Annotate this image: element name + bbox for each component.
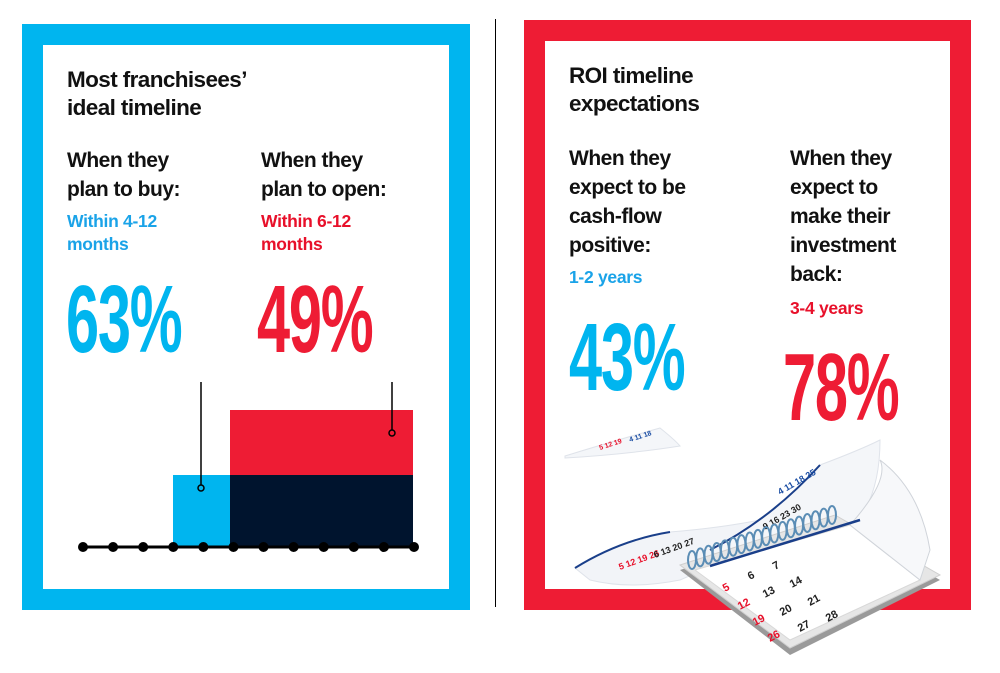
calendar-date-20: 20 xyxy=(778,602,794,618)
timeline-tick-dot xyxy=(138,542,149,552)
investment-question-line-4: investment xyxy=(790,234,896,257)
calendar-date-19: 19 xyxy=(751,612,767,628)
buy-question-line-2: plan to buy: xyxy=(67,178,181,201)
open-answer-line-1: Within 6-12 xyxy=(261,211,351,231)
open-question-line-2: plan to open: xyxy=(261,178,387,201)
open-window-bar xyxy=(230,410,413,475)
calendar-date-7: 7 xyxy=(771,559,782,572)
calendar-date-13: 13 xyxy=(761,584,777,600)
timeline-tick-dot xyxy=(318,542,329,552)
investment-question-line-2: expect to xyxy=(790,176,878,199)
timeline-ticks xyxy=(78,542,419,552)
open-question-line-1: When they xyxy=(261,149,363,172)
timeline-tick-dot xyxy=(348,542,359,552)
investment-question-line-3: make their xyxy=(790,205,891,228)
calendar-date-5: 5 xyxy=(721,581,732,594)
timeline-tick-dot xyxy=(288,542,299,552)
investment-percent: 78% xyxy=(783,334,900,441)
desk-calendar: 5 12 19 26 6 7 13 14 20 21 27 28 xyxy=(678,459,942,655)
calendar-icon: 5 12 19 4 11 18 5 12 19 26 6 13 20 27 4 … xyxy=(564,427,942,655)
panel-divider xyxy=(495,19,496,607)
open-answer-line-2: months xyxy=(261,234,323,254)
calendar-date-28: 28 xyxy=(824,608,840,624)
open-question: When they plan to open: xyxy=(261,146,387,204)
calendar-date-26: 26 xyxy=(766,628,782,644)
right-title-line-1: ROI timeline xyxy=(569,63,694,88)
calendar-spiral xyxy=(687,505,837,570)
left-title: Most franchisees’ ideal timeline xyxy=(67,66,247,122)
overlap-bar xyxy=(230,475,413,547)
investment-question-line-1: When they xyxy=(790,147,892,170)
open-percent: 49% xyxy=(257,266,374,373)
buy-leader-dot xyxy=(197,484,205,492)
cashflow-question-line-4: positive: xyxy=(569,234,651,257)
timeline-tick-dot xyxy=(378,542,389,552)
timeline-tick-dot xyxy=(108,542,119,552)
timeline-tick-dot xyxy=(228,542,239,552)
right-title: ROI timeline expectations xyxy=(569,62,700,118)
calendar-date-27: 27 xyxy=(796,618,812,634)
left-title-line-1: Most franchisees’ xyxy=(67,67,247,92)
timeline-tick-dot xyxy=(168,542,179,552)
buy-question: When they plan to buy: xyxy=(67,146,181,204)
cashflow-question-line-2: expect to be xyxy=(569,176,686,199)
timeline-tick-dot xyxy=(258,542,269,552)
calendar-date-21: 21 xyxy=(806,592,822,608)
investment-question-line-5: back: xyxy=(790,263,843,286)
buy-answer: Within 4-12 months xyxy=(67,210,157,256)
investment-question: When they expect to make their investmen… xyxy=(790,144,896,289)
cashflow-question: When they expect to be cash-flow positiv… xyxy=(569,144,686,260)
cashflow-question-line-1: When they xyxy=(569,147,671,170)
left-title-line-2: ideal timeline xyxy=(67,95,202,120)
timeline-tick-dot xyxy=(198,542,209,552)
buy-answer-line-2: months xyxy=(67,234,129,254)
right-title-line-2: expectations xyxy=(569,91,700,116)
cashflow-question-line-3: cash-flow xyxy=(569,205,662,228)
calendar-date-6: 6 xyxy=(746,569,757,582)
open-leader-dot xyxy=(388,429,396,437)
spiral-ring xyxy=(827,505,837,525)
open-answer: Within 6-12 months xyxy=(261,210,351,256)
buy-answer-line-1: Within 4-12 xyxy=(67,211,157,231)
flying-calendar-page-small: 5 12 19 4 11 18 xyxy=(564,427,681,459)
cashflow-answer: 1-2 years xyxy=(569,267,643,287)
cashflow-percent: 43% xyxy=(569,304,686,411)
buy-percent: 63% xyxy=(66,266,183,373)
buy-window-bar xyxy=(173,475,230,547)
calendar-date-12: 12 xyxy=(736,596,752,612)
timeline-tick-dot xyxy=(78,542,88,552)
timeline-tick-dot xyxy=(409,542,419,552)
buy-question-line-1: When they xyxy=(67,149,169,172)
investment-answer: 3-4 years xyxy=(790,298,864,318)
